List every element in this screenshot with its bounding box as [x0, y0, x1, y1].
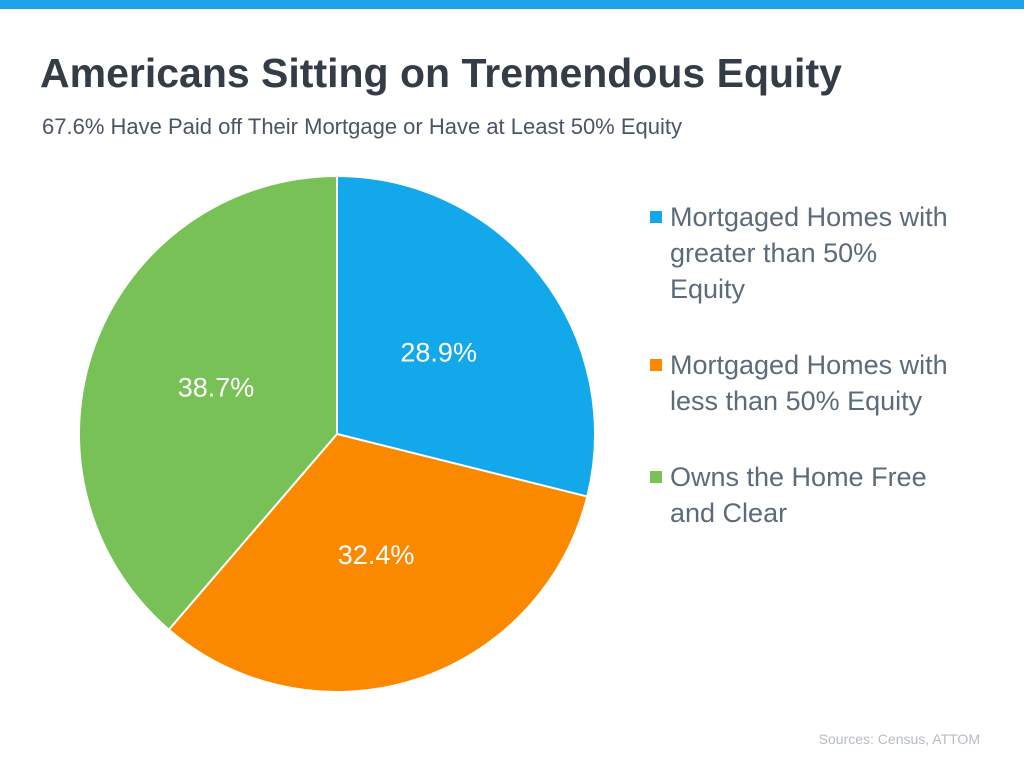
pie-slice [336, 174, 596, 498]
legend-item: Mortgaged Homes with less than 50% Equit… [648, 347, 948, 419]
slice-label: 32.4% [338, 540, 415, 570]
source-note: Sources: Census, ATTOM [818, 731, 980, 747]
slice-label: 38.7% [178, 372, 255, 402]
legend-item: Owns the Home Free and Clear [648, 459, 948, 531]
legend-label: Owns the Home Free and Clear [670, 462, 927, 528]
legend-label: Mortgaged Homes with less than 50% Equit… [670, 350, 948, 416]
top-bar [0, 0, 1024, 9]
legend-swatch [650, 359, 662, 371]
slice-label: 28.9% [400, 338, 477, 368]
legend-label: Mortgaged Homes with greater than 50% Eq… [670, 202, 948, 304]
legend-swatch [650, 471, 662, 483]
legend: Mortgaged Homes with greater than 50% Eq… [648, 199, 948, 571]
pie-slice [78, 174, 338, 632]
legend-item: Mortgaged Homes with greater than 50% Eq… [648, 199, 948, 307]
legend-swatch [650, 211, 662, 223]
chart-subtitle: 67.6% Have Paid off Their Mortgage or Ha… [42, 114, 682, 139]
pie-slice [167, 432, 589, 693]
chart-title: Americans Sitting on Tremendous Equity [40, 50, 842, 96]
